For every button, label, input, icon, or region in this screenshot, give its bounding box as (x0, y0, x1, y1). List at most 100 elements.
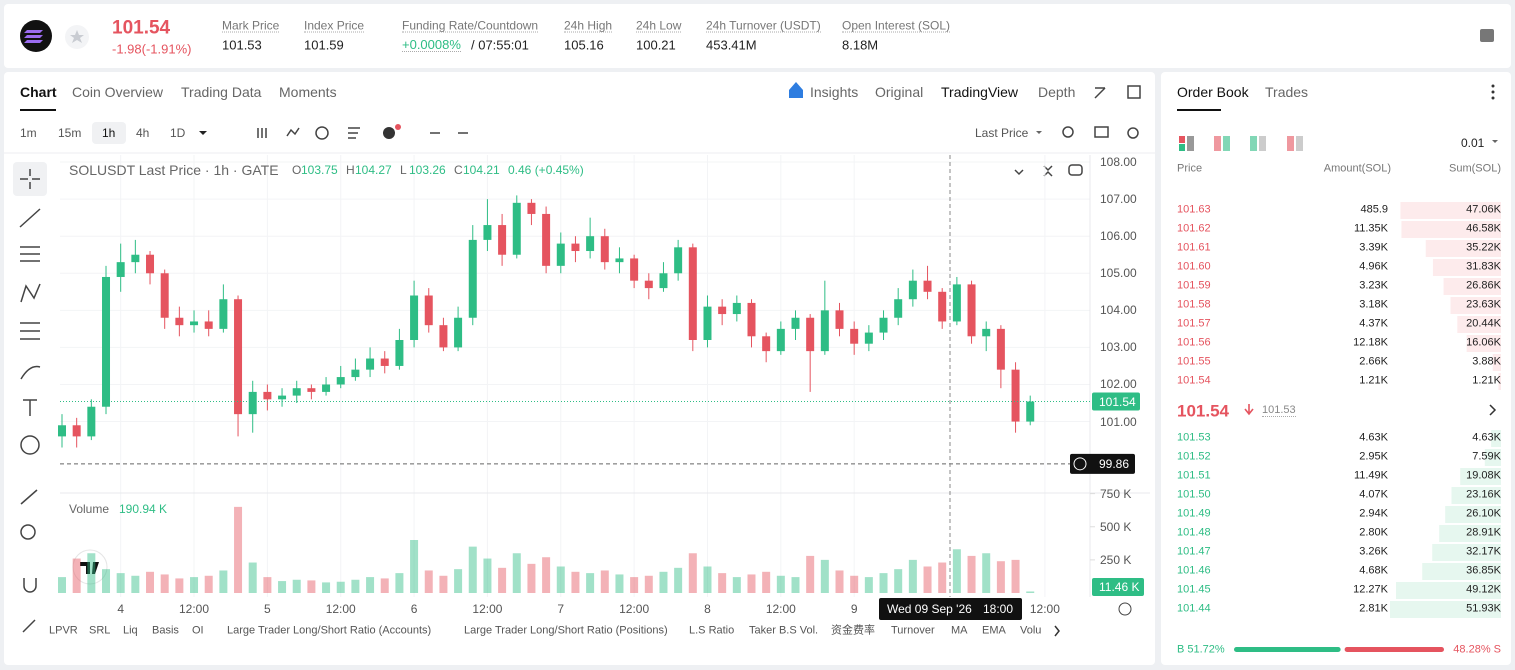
menu-dots[interactable] (1491, 84, 1495, 100)
indicator-tab[interactable]: 资金费率 (831, 624, 875, 637)
interval[interactable]: 1D (170, 126, 186, 140)
stat-value: 8.18M (842, 37, 879, 53)
settings-icon[interactable] (1480, 29, 1494, 42)
x-tick-label: 12:00 (325, 602, 356, 616)
stat-label: Funding Rate/Countdown (402, 18, 539, 33)
view-tab[interactable]: Original (875, 84, 924, 100)
precision[interactable]: 0.01 (1461, 136, 1485, 150)
depth-bar (1443, 278, 1501, 295)
interval[interactable]: 15m (58, 126, 82, 140)
volume-bar (982, 553, 991, 593)
chart-tab[interactable]: Coin Overview (72, 84, 164, 100)
volume-bar (688, 553, 697, 593)
volume-bar (439, 575, 448, 593)
book-amount: 1.21K (1359, 374, 1388, 387)
caret[interactable] (1492, 140, 1498, 143)
volume-bar (72, 558, 81, 593)
view-tab[interactable]: Depth (1038, 84, 1076, 100)
candle-body (864, 332, 873, 344)
legend-value: 0.46 (+0.45%) (508, 163, 584, 177)
depth-bar (1445, 506, 1501, 523)
volume-bar (894, 569, 903, 593)
caret[interactable] (199, 131, 207, 135)
book-tab[interactable]: Order Book (1177, 84, 1249, 100)
caret[interactable] (1036, 131, 1042, 134)
view-tab[interactable]: Insights (810, 84, 859, 100)
price-source[interactable]: Last Price (975, 126, 1029, 140)
indicator-tab[interactable]: Large Trader Long/Short Ratio (Positions… (464, 624, 668, 637)
candle-body (571, 243, 580, 252)
chart-tab[interactable]: Trading Data (181, 84, 262, 100)
book-column: Sum(SOL) (1449, 162, 1501, 175)
indicator-tab[interactable]: EMA (982, 624, 1006, 637)
notify-dot (395, 124, 401, 130)
interval[interactable]: 1h (102, 126, 116, 140)
candle-body (820, 310, 829, 352)
candle-body (1026, 401, 1035, 422)
chevron[interactable] (1054, 625, 1060, 637)
volume-bar (190, 577, 199, 593)
book-amount: 2.81K (1359, 602, 1388, 615)
book-sum: 3.88K (1472, 355, 1501, 368)
candle-body (967, 284, 976, 337)
candle-body (175, 317, 184, 326)
book-view-icons[interactable] (1179, 136, 1303, 151)
stat-value: 101.59 (304, 37, 344, 53)
crosshair-tag (879, 598, 1022, 620)
book-price: 101.50 (1177, 488, 1211, 501)
spacer (1088, 132, 1090, 134)
x-tick-label: 12:00 (179, 602, 210, 616)
candle-body (351, 369, 360, 378)
volume-bar (160, 574, 169, 593)
y-tick-label: 101.00 (1100, 414, 1137, 429)
candle-body (72, 425, 81, 437)
x-tick-label: 12:00 (1029, 602, 1060, 616)
indicator-tab[interactable]: Large Trader Long/Short Ratio (Accounts) (227, 624, 432, 637)
last-price-tag (1092, 392, 1140, 411)
insights-icon[interactable] (789, 82, 803, 98)
indicator-tab[interactable]: Basis (152, 624, 179, 637)
y-tick-label: 106.00 (1100, 229, 1137, 244)
volume-bar (87, 553, 96, 593)
stat-value: 101.53 (222, 37, 262, 53)
volume-bar (483, 558, 492, 593)
chevron[interactable] (1489, 404, 1497, 416)
book-tab[interactable]: Trades (1265, 84, 1309, 100)
candle-body (806, 317, 815, 352)
indicator-tab[interactable]: LPVR (49, 624, 78, 637)
volume-bar (146, 571, 155, 593)
mid-index: 101.53 (1262, 404, 1296, 417)
indicator-tab[interactable]: Liq (123, 624, 138, 637)
volume-bar (204, 575, 213, 593)
indicator-tab[interactable]: Volu (1020, 624, 1042, 637)
depth-bar (1396, 582, 1501, 599)
chart-tab[interactable]: Moments (279, 84, 337, 100)
chart-tab[interactable]: Chart (20, 84, 57, 100)
settings-icon[interactable] (1118, 602, 1132, 616)
tool-icons[interactable] (19, 85, 1141, 633)
interval[interactable]: 1m (20, 126, 37, 140)
stat-label: 24h Low (636, 18, 682, 33)
indicator-tab[interactable]: Turnover (891, 624, 935, 637)
candle-body (322, 384, 331, 392)
candle-body (160, 273, 169, 318)
book-price: 101.56 (1177, 336, 1211, 349)
indicator-tab[interactable]: OI (192, 624, 204, 637)
crosshair-date: Wed 09 Sep '26 (887, 602, 972, 616)
book-amount: 11.35K (1353, 222, 1388, 235)
book-price: 101.59 (1177, 279, 1211, 292)
add-icon (1073, 457, 1087, 471)
indicator-tab[interactable]: MA (951, 624, 968, 637)
indicator-tab[interactable]: SRL (89, 624, 111, 637)
indicator-tab[interactable]: Taker B.S Vol. (749, 624, 819, 637)
book-price: 101.55 (1177, 355, 1211, 368)
down-arrow (1244, 404, 1254, 416)
view-tab[interactable]: TradingView (941, 84, 1019, 100)
interval[interactable]: 4h (136, 126, 150, 140)
add-indicator-icon[interactable] (383, 127, 395, 139)
depth-bar (1498, 373, 1501, 390)
volume-last-label: 11.46 K (1099, 580, 1140, 594)
candle-body (146, 254, 155, 274)
volume-bar (820, 559, 829, 593)
indicator-tab[interactable]: L.S Ratio (689, 624, 735, 637)
